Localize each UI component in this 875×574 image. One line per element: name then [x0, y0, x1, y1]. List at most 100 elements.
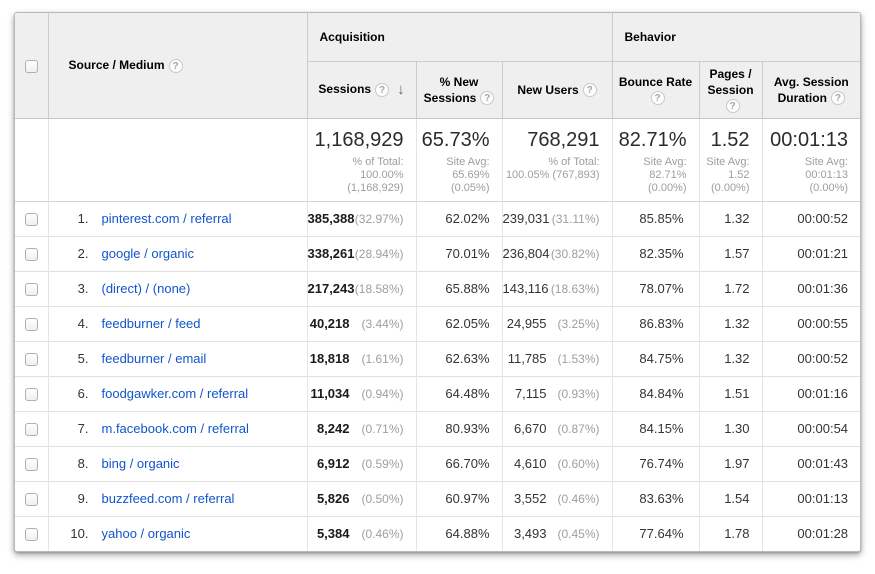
total-avg-duration-value: 00:01:13: [770, 128, 849, 151]
new-users-value: 143,116: [502, 281, 549, 296]
column-header-source-medium[interactable]: Source / Medium?: [47, 13, 307, 118]
table-row: 8. bing / organic 6,912 (0.59%) 66.70% 4,6…: [15, 445, 860, 481]
source-medium-link[interactable]: bing / organic: [101, 456, 180, 471]
row-rank: 6.: [77, 386, 89, 401]
help-icon[interactable]: ?: [582, 83, 597, 98]
pages-session-value: 1.30: [698, 410, 763, 446]
pages-session-value: 1.32: [698, 305, 763, 341]
source-medium-link[interactable]: m.facebook.com / referral: [101, 421, 249, 436]
column-header-pages-session[interactable]: Pages / Session?: [698, 61, 763, 118]
total-new-users: 768,291 % of Total: 100.05% (767,893): [501, 118, 613, 202]
select-all-checkbox[interactable]: [24, 59, 38, 73]
avg-duration-value: 00:01:13: [761, 480, 860, 516]
new-users-value: 7,115: [514, 386, 547, 401]
row-rank: 3.: [77, 281, 89, 296]
bounce-rate-value: 84.84%: [611, 375, 700, 411]
total-bounce-rate: 82.71% Site Avg: 82.71% (0.00%): [611, 118, 700, 202]
source-medium-link[interactable]: google / organic: [101, 246, 195, 261]
row-rank: 5.: [77, 351, 89, 366]
pages-session-value: 1.54: [698, 480, 763, 516]
row-rank: 10.: [70, 526, 89, 542]
bounce-rate-value: 84.75%: [611, 340, 700, 376]
sessions-value: 217,243: [307, 281, 355, 296]
new-sessions-value: 65.88%: [415, 270, 502, 306]
sessions-value: 40,218: [309, 316, 350, 331]
pages-session-value: 1.72: [698, 270, 763, 306]
row-checkbox[interactable]: [24, 283, 38, 297]
bounce-rate-value: 84.15%: [611, 410, 700, 446]
total-avg-duration: 00:01:13 Site Avg: 00:01:13 (0.00%): [761, 118, 860, 202]
source-medium-link[interactable]: pinterest.com / referral: [101, 211, 232, 226]
new-sessions-label: % New Sessions: [423, 74, 479, 105]
new-users-pct: (0.93%): [557, 387, 600, 401]
new-sessions-value: 60.97%: [415, 480, 502, 516]
acquisition-label: Acquisition: [319, 29, 385, 44]
row-rank: 8.: [77, 456, 89, 471]
row-checkbox[interactable]: [24, 423, 38, 437]
sessions-pct: (18.58%): [354, 282, 404, 296]
table-row: 4. feedburner / feed 40,218 (3.44%) 62.05%…: [15, 305, 860, 341]
sessions-value: 5,826: [316, 491, 350, 506]
help-icon[interactable]: ?: [375, 82, 390, 97]
help-icon[interactable]: ?: [725, 99, 740, 114]
new-users-pct: (0.87%): [557, 422, 600, 436]
bounce-rate-value: 82.35%: [611, 235, 700, 271]
new-sessions-value: 70.01%: [415, 235, 502, 271]
row-checkbox[interactable]: [24, 528, 38, 542]
source-medium-link[interactable]: feedburner / feed: [101, 316, 201, 331]
group-header-behavior: Behavior: [611, 13, 860, 62]
bounce-rate-value: 85.85%: [611, 201, 700, 236]
source-medium-link[interactable]: foodgawker.com / referral: [101, 386, 249, 401]
row-checkbox[interactable]: [24, 388, 38, 402]
table-row: 10. yahoo / organic 5,384 (0.46%) 64.88% 3…: [15, 515, 860, 551]
source-medium-link[interactable]: yahoo / organic: [101, 526, 191, 542]
total-bounce-rate-value: 82.71%: [618, 128, 687, 151]
sessions-pct: (32.97%): [354, 212, 404, 226]
new-users-value: 4,610: [513, 456, 547, 471]
pages-session-value: 1.51: [698, 375, 763, 411]
new-sessions-value: 80.93%: [415, 410, 502, 446]
help-icon[interactable]: ?: [480, 91, 495, 106]
row-checkbox[interactable]: [24, 213, 38, 227]
column-header-new-sessions[interactable]: % New Sessions?: [415, 61, 502, 118]
sessions-value: 338,261: [307, 246, 355, 261]
row-rank: 7.: [77, 421, 89, 436]
sessions-pct: (3.44%): [361, 317, 404, 331]
column-header-avg-duration[interactable]: Avg. Session Duration?: [761, 61, 860, 118]
row-rank: 4.: [77, 316, 89, 331]
row-checkbox[interactable]: [24, 248, 38, 262]
table-row: 9. buzzfeed.com / referral 5,826 (0.50%) 6…: [15, 480, 860, 516]
source-medium-link[interactable]: (direct) / (none): [101, 281, 191, 296]
pages-session-value: 1.78: [698, 515, 763, 551]
new-users-value: 236,804: [502, 246, 550, 261]
source-medium-link[interactable]: buzzfeed.com / referral: [101, 491, 235, 506]
column-header-sessions[interactable]: Sessions? ↓: [306, 61, 416, 118]
new-users-value: 239,031: [502, 211, 550, 226]
source-medium-link[interactable]: feedburner / email: [101, 351, 207, 366]
help-icon[interactable]: ?: [168, 58, 183, 73]
bounce-rate-value: 77.64%: [611, 515, 700, 551]
total-new-sessions-value: 65.73%: [421, 128, 490, 151]
group-header-acquisition: Acquisition: [306, 13, 613, 62]
sessions-value: 385,388: [307, 211, 355, 226]
column-header-bounce-rate[interactable]: Bounce Rate?: [611, 61, 700, 118]
new-users-pct: (0.60%): [557, 457, 600, 471]
total-pages-session-value: 1.52: [710, 128, 750, 151]
total-sessions-value: 1,168,929: [314, 128, 404, 151]
select-all-header-cell: [15, 13, 48, 118]
row-checkbox[interactable]: [24, 493, 38, 507]
row-checkbox[interactable]: [24, 353, 38, 367]
help-icon[interactable]: ?: [830, 91, 845, 106]
avg-duration-value: 00:00:52: [761, 340, 860, 376]
help-icon[interactable]: ?: [650, 91, 665, 106]
row-checkbox[interactable]: [24, 458, 38, 472]
column-header-new-users[interactable]: New Users?: [501, 61, 613, 118]
row-checkbox[interactable]: [24, 318, 38, 332]
total-new-users-value: 768,291: [527, 128, 600, 151]
sessions-pct: (0.94%): [361, 387, 404, 401]
sort-desc-icon[interactable]: ↓: [397, 80, 405, 98]
new-users-pct: (30.82%): [550, 247, 600, 261]
totals-row: 1,168,929 % of Total: 100.00% (1,168,929…: [15, 118, 860, 202]
new-users-value: 24,955: [506, 316, 547, 331]
avg-duration-value: 00:00:52: [761, 201, 860, 236]
